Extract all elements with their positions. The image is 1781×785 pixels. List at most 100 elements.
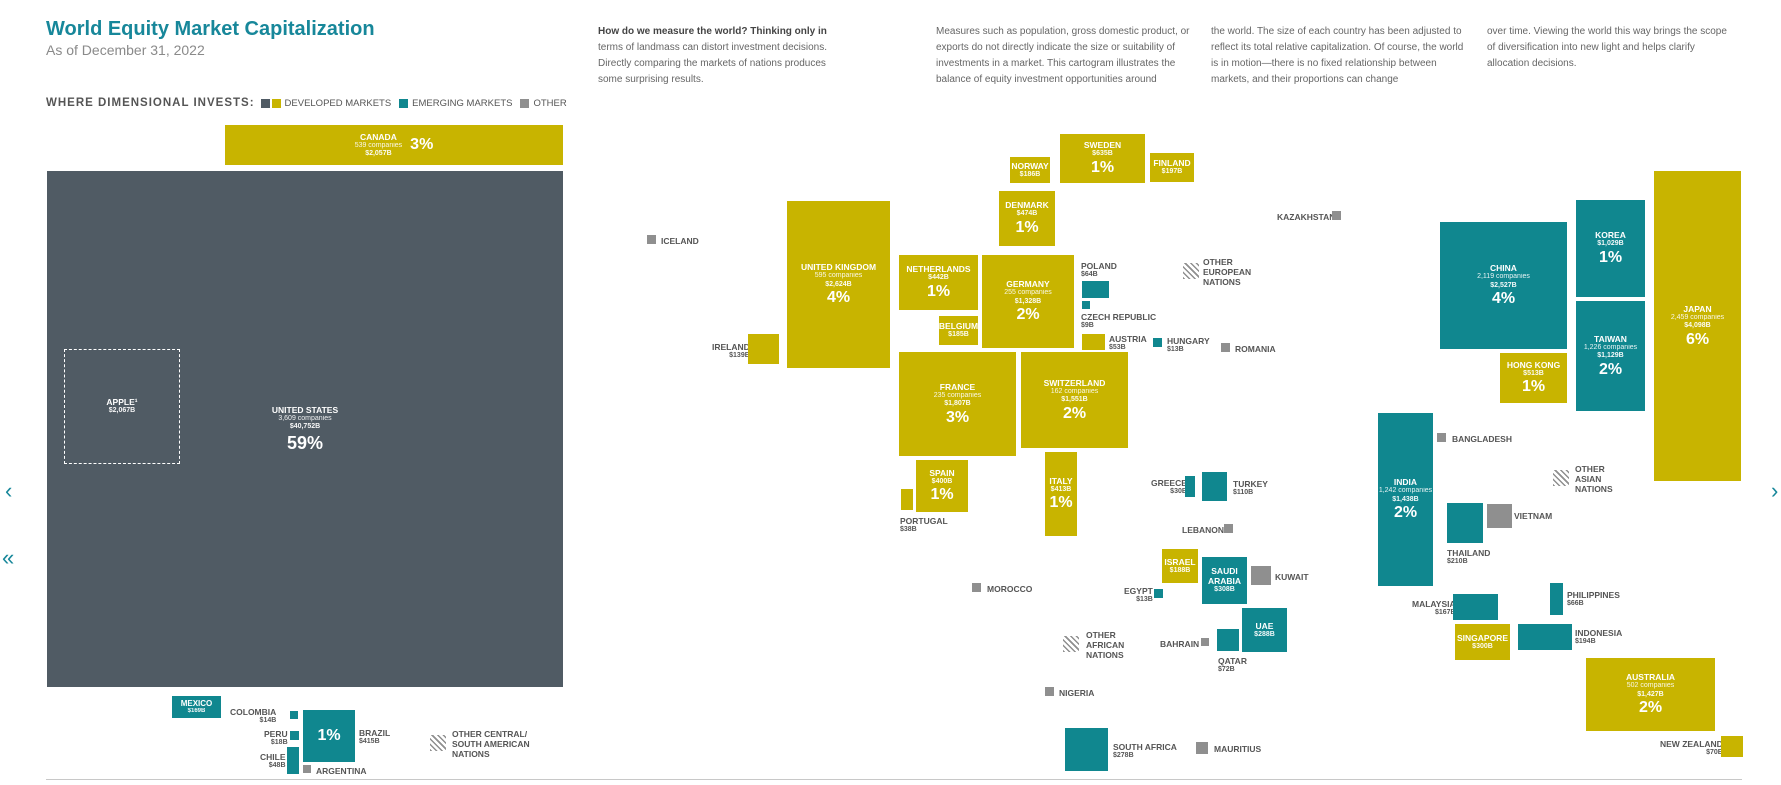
country-singapore[interactable]: SINGAPORE $300B <box>1455 624 1510 660</box>
country-philippines[interactable] <box>1550 583 1563 615</box>
region-other-central-south-america[interactable] <box>430 735 446 751</box>
country-turkey[interactable] <box>1202 472 1227 501</box>
prev-page-arrow-icon[interactable]: ‹ <box>5 478 13 503</box>
market-cap: $413B <box>1050 485 1072 493</box>
country-name: THAILAND <box>1447 548 1491 558</box>
label-kuwait: KUWAIT <box>1275 572 1309 582</box>
country-name: UNITED KINGDOM <box>800 262 877 272</box>
market-cap: $442B <box>928 274 949 282</box>
country-netherlands[interactable]: NETHERLANDS $442B 1% <box>899 255 978 310</box>
country-name: BRAZIL <box>359 728 391 738</box>
country-bahrain[interactable] <box>1201 638 1209 646</box>
country-indonesia[interactable] <box>1518 624 1572 650</box>
country-greece[interactable] <box>1185 476 1195 497</box>
country-france[interactable]: FRANCE 235 companies $1,807B 3% <box>899 352 1016 456</box>
country-kazakhstan[interactable] <box>1332 211 1341 220</box>
market-cap: $30B <box>1170 488 1187 495</box>
country-name: BELGIUM <box>938 321 979 332</box>
country-spain[interactable]: SPAIN $400B 1% <box>916 460 968 512</box>
company-apple[interactable]: APPLE¹ $2,067B <box>64 349 180 464</box>
country-colombia[interactable] <box>290 711 298 719</box>
label-morocco: MOROCCO <box>987 584 1033 594</box>
country-kuwait[interactable] <box>1251 566 1271 585</box>
company-count: 235 companies <box>933 391 982 399</box>
country-china[interactable]: CHINA 2,119 companies $2,527B 4% <box>1440 222 1567 349</box>
market-cap: $186B <box>1019 170 1041 178</box>
label-qatar: QATAR $72B <box>1218 656 1247 674</box>
country-portugal[interactable] <box>901 489 913 510</box>
country-japan[interactable]: JAPAN 2,459 companies $4,098B 6% <box>1654 171 1741 481</box>
country-australia[interactable]: AUSTRALIA 502 companies $1,427B 2% <box>1586 658 1715 731</box>
country-saudi-arabia[interactable]: SAUDI ARABIA $308B <box>1202 557 1247 604</box>
label-lebanon: LEBANON <box>1182 525 1225 535</box>
country-egypt[interactable] <box>1154 589 1163 598</box>
next-page-arrow-icon[interactable]: › <box>1771 478 1779 503</box>
country-hungary[interactable] <box>1153 338 1162 347</box>
country-germany[interactable]: GERMANY 255 companies $1,328B 2% <box>982 255 1074 348</box>
market-cap: $2,057B <box>365 150 392 157</box>
country-iceland[interactable] <box>647 235 656 244</box>
first-page-arrow-icon[interactable]: « <box>2 545 15 570</box>
country-india[interactable]: INDIA 1,242 companies $1,438B 2% <box>1378 413 1433 586</box>
country-finland[interactable]: FINLAND $197B <box>1150 153 1194 182</box>
label-chile: CHILE $48B <box>260 752 286 770</box>
country-brazil[interactable]: 1% <box>303 710 355 762</box>
world-share: 1% <box>1598 248 1623 266</box>
country-thailand[interactable] <box>1447 503 1483 543</box>
country-belgium[interactable]: BELGIUM $185B <box>939 316 978 345</box>
country-sweden[interactable]: SWEDEN $635B 1% <box>1060 134 1145 183</box>
country-peru[interactable] <box>290 731 299 740</box>
country-israel[interactable]: ISRAEL $188B <box>1162 549 1198 583</box>
country-united-kingdom[interactable]: UNITED KINGDOM 595 companies $2,624B 4% <box>787 201 890 368</box>
label-czech-republic: CZECH REPUBLIC $9B <box>1081 312 1156 330</box>
country-name: PORTUGAL <box>900 516 948 526</box>
label-vietnam: VIETNAM <box>1514 511 1553 521</box>
country-denmark[interactable]: DENMARK $474B 1% <box>999 191 1055 246</box>
country-nigeria[interactable] <box>1045 687 1054 696</box>
region-other-african[interactable] <box>1063 636 1079 652</box>
market-cap: $53B <box>1109 344 1126 351</box>
label-ireland: IRELAND $139B <box>712 342 750 360</box>
market-cap: $1,029B <box>1597 240 1624 248</box>
country-italy[interactable]: ITALY $413B 1% <box>1045 452 1077 536</box>
country-new-zealand[interactable] <box>1721 736 1743 757</box>
country-south-africa[interactable] <box>1065 728 1108 771</box>
country-norway[interactable]: NORWAY $186B <box>1010 157 1050 183</box>
country-romania[interactable] <box>1221 343 1230 352</box>
label-thailand: THAILAND $210B <box>1447 548 1490 566</box>
country-argentina[interactable] <box>303 765 311 773</box>
country-mexico[interactable]: MEXICO $169B <box>172 696 221 718</box>
market-cap: $167B <box>1434 609 1456 616</box>
country-poland[interactable] <box>1082 281 1109 298</box>
country-taiwan[interactable]: TAIWAN 1,226 companies $1,129B 2% <box>1576 301 1645 411</box>
country-uae[interactable]: UAE $288B <box>1242 608 1287 652</box>
country-lebanon[interactable] <box>1224 524 1233 533</box>
region-other-asian[interactable] <box>1553 470 1569 486</box>
market-cap: $66B <box>1567 600 1584 607</box>
market-cap: $197B <box>1161 168 1183 176</box>
country-name: CHILE <box>260 752 286 762</box>
country-chile[interactable] <box>287 747 299 774</box>
country-united-states[interactable]: UNITED STATES 3,609 companies $40,752B 5… <box>47 171 563 687</box>
country-vietnam[interactable] <box>1487 504 1512 528</box>
country-morocco[interactable] <box>972 583 981 592</box>
market-cap: $72B <box>1218 666 1235 673</box>
country-korea[interactable]: KOREA $1,029B 1% <box>1576 200 1645 297</box>
country-hong-kong[interactable]: HONG KONG $513B 1% <box>1500 353 1567 403</box>
label-indonesia: INDONESIA $194B <box>1575 628 1622 646</box>
country-canada[interactable]: CANADA 539 companies $2,057B 3% <box>225 125 563 165</box>
country-qatar[interactable] <box>1217 629 1239 651</box>
country-austria[interactable] <box>1082 334 1105 350</box>
market-cap: $13B <box>1167 346 1184 353</box>
market-cap: $4,098B <box>1684 322 1711 329</box>
country-name: FRANCE <box>939 381 976 392</box>
country-bangladesh[interactable] <box>1437 433 1446 442</box>
country-name: AUSTRALIA <box>1625 672 1676 682</box>
country-ireland[interactable] <box>748 334 779 364</box>
world-share: 2% <box>1638 699 1663 716</box>
region-other-european[interactable] <box>1183 263 1199 279</box>
country-czech-republic[interactable] <box>1082 301 1090 309</box>
country-switzerland[interactable]: SWITZERLAND 162 companies $1,551B 2% <box>1021 352 1128 448</box>
country-malaysia[interactable] <box>1453 594 1498 620</box>
country-mauritius[interactable] <box>1196 742 1208 754</box>
